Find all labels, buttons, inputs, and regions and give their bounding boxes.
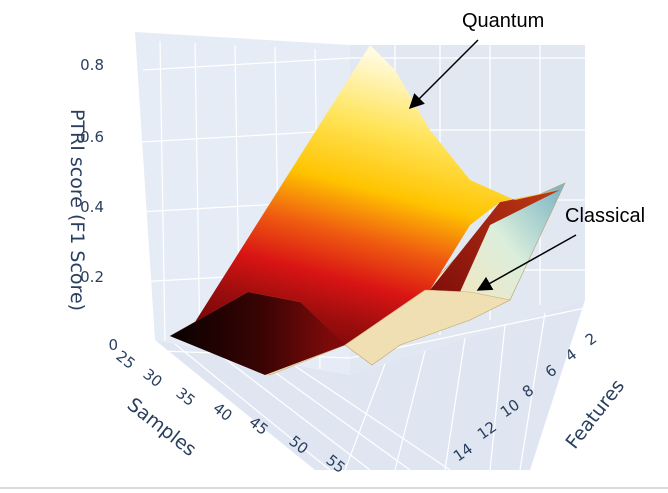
z-tick-label: 0.4 <box>80 198 104 216</box>
quantum-arrow <box>408 39 479 110</box>
grid-line <box>214 350 371 471</box>
grid-line <box>519 312 546 471</box>
z-axis-ticks: 0 0.2 0.4 0.6 0.8 <box>80 56 118 354</box>
x-tick-label: 30 <box>140 365 166 391</box>
grid-line <box>444 337 466 471</box>
x-tick-label: 35 <box>173 384 199 410</box>
floor-pane <box>155 300 585 470</box>
y-axis-title: Features <box>561 375 629 453</box>
quantum-surface-right <box>430 190 560 292</box>
grid-line <box>489 324 506 471</box>
classical-surface-front <box>344 289 511 366</box>
z-axis-title: PTRI score (F1 Score) <box>66 109 88 311</box>
grid-line <box>174 343 331 471</box>
quantum-surface-floor <box>170 292 355 375</box>
grid-line <box>294 365 451 471</box>
x-tick-label: 40 <box>210 399 236 425</box>
grid-line <box>194 42 201 348</box>
grid-line <box>344 363 386 471</box>
z-tick-label: 0 <box>108 336 118 354</box>
grid-line <box>394 350 426 471</box>
grid-line <box>254 357 411 471</box>
classical-arrow <box>476 234 577 291</box>
y-tick-label: 2 <box>582 329 600 349</box>
classical-annotation: Classical <box>565 205 645 227</box>
z-tick-label: 0.6 <box>80 128 104 146</box>
grid-line <box>159 41 166 341</box>
quantum-annotation: Quantum <box>462 10 544 32</box>
z-tick-label: 0.8 <box>80 56 104 74</box>
quantum-surface-main <box>195 45 560 345</box>
z-tick-label: 0.2 <box>80 268 104 286</box>
